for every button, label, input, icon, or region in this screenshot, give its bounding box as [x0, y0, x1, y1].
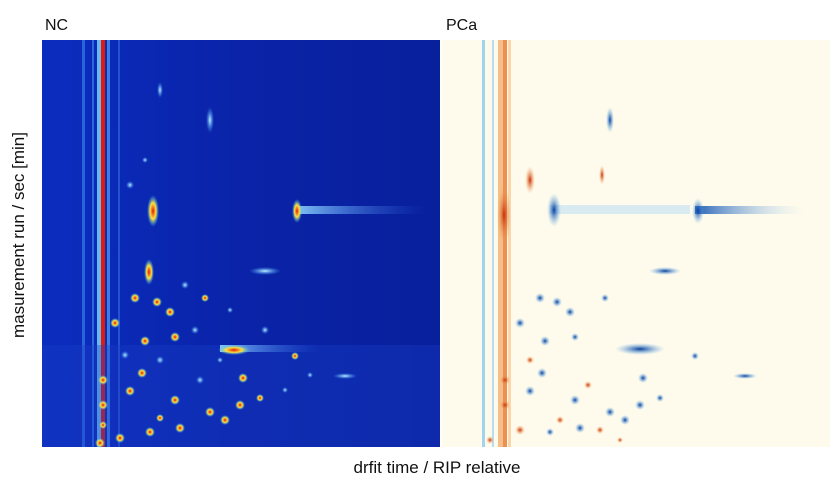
- panel-label: PCa: [446, 17, 477, 34]
- nc-heatmap: [42, 40, 440, 448]
- panel-label: NC: [45, 17, 68, 34]
- pca-heatmap: [442, 40, 830, 447]
- x-axis-label: drfit time / RIP relative: [354, 458, 521, 477]
- y-axis-label: masurement run / sec [min]: [9, 132, 28, 338]
